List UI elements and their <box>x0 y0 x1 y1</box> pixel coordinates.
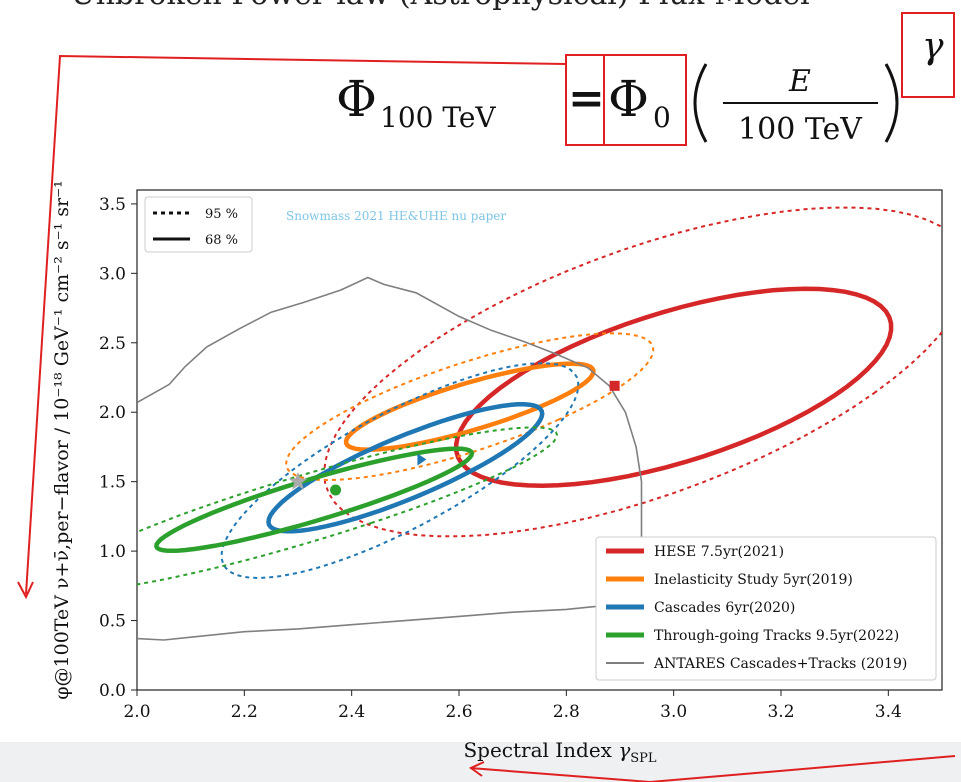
y-tick-label: 0.0 <box>99 681 126 701</box>
series-layer <box>137 206 942 641</box>
series-2-contour-68 <box>266 401 545 534</box>
header-cut-title: Unbroken Power-law (Astrophysical) Flux … <box>70 0 809 12</box>
legend-label-3: Through-going Tracks 9.5yr(2022) <box>654 628 899 644</box>
x-tick-label: 2.6 <box>445 702 472 722</box>
annotation-arrowhead-yaxis <box>17 581 34 600</box>
legend-label-0: HESE 7.5yr(2021) <box>654 544 784 560</box>
series-1-contour-68 <box>343 361 596 452</box>
formula-lhs-subscript: 100 TeV <box>380 101 496 134</box>
annotation-arrow-gamma-to-xaxis <box>469 755 956 782</box>
formula-right-paren <box>884 63 899 143</box>
x-tick-label: 2.8 <box>553 702 580 722</box>
legend-68-label: 68 % <box>205 233 238 248</box>
contour-level-legend: 95 % 68 % <box>144 196 253 253</box>
series-legend: HESE 7.5yr(2021) Inelasticity Study 5yr(2… <box>595 536 937 681</box>
series-0-contour-95 <box>323 206 942 538</box>
x-axis-label-subscript: SPL <box>630 751 657 766</box>
flux-formula: Φ 100 TeV = Φ 0 E 100 TeV γ <box>336 26 944 147</box>
x-tick-label: 3.0 <box>660 702 687 722</box>
series-3-contour-95 <box>137 426 559 586</box>
formula-numerator: E <box>788 64 811 99</box>
x-tick-label: 2.2 <box>231 702 258 722</box>
x-tick-label: 3.4 <box>875 702 902 722</box>
formula-rhs-symbol: Φ <box>608 70 649 128</box>
formula-left-paren <box>693 63 708 143</box>
legend-95-label: 95 % <box>205 207 238 222</box>
y-tick-label: 2.5 <box>99 334 126 354</box>
y-tick-label: 0.5 <box>99 612 126 632</box>
annotations <box>17 12 956 782</box>
legend-label-2: Cascades 6yr(2020) <box>654 600 795 616</box>
y-tick-label: 1.0 <box>99 542 126 562</box>
watermark-text: Snowmass 2021 HE&UHE nu paper <box>286 209 506 223</box>
annotation-box-gamma <box>901 12 955 98</box>
series-4-best-fit <box>288 471 308 490</box>
series-1-contour-95 <box>285 332 655 482</box>
series-4-contour-line <box>137 276 643 641</box>
formula-denominator: 100 TeV <box>738 112 863 147</box>
axis-ticks: 2.0 2.2 2.4 2.6 2.8 3.0 3.2 3.4 0.0 0.5 1.0 1.5 2.0 2… <box>99 195 902 722</box>
formula-lhs-symbol: Φ <box>336 70 377 128</box>
series-3-best-fit <box>330 484 342 496</box>
series-2-best-fit <box>417 453 427 466</box>
legend-label-4: ANTARES Cascades+Tracks (2019) <box>653 656 907 672</box>
legend-label-1: Inelasticity Study 5yr(2019) <box>654 572 853 588</box>
formula-exponent: γ <box>922 26 944 67</box>
x-axis-label-main: Spectral Index <box>463 738 618 762</box>
best-fit-markers <box>288 380 620 496</box>
annotation-arrowhead-xaxis <box>469 761 485 777</box>
annotation-arrow-phi-to-yaxis <box>25 54 567 595</box>
y-tick-label: 3.5 <box>99 195 126 215</box>
formula-rhs-subscript: 0 <box>653 101 671 134</box>
y-axis-label: φ@100TeV ν+ν̄,per−flavor / 10⁻¹⁸ GeV⁻¹ c… <box>51 180 73 700</box>
x-tick-label: 2.4 <box>338 702 365 722</box>
x-tick-label: 3.2 <box>767 702 794 722</box>
series-0-best-fit <box>609 380 620 391</box>
x-axis-label: Spectral Index γSPL <box>463 738 656 766</box>
y-tick-label: 2.0 <box>99 403 126 423</box>
x-axis-label-symbol: γ <box>618 738 630 762</box>
series-2-contour-95 <box>220 362 580 580</box>
formula-equals: = <box>568 73 605 124</box>
y-tick-label: 1.5 <box>99 473 126 493</box>
annotation-box-phi0 <box>603 54 687 146</box>
y-tick-label: 3.0 <box>99 264 126 284</box>
series-legend-box <box>595 536 937 681</box>
series-3-contour-68 <box>153 446 475 554</box>
x-tick-label: 2.0 <box>123 702 150 722</box>
